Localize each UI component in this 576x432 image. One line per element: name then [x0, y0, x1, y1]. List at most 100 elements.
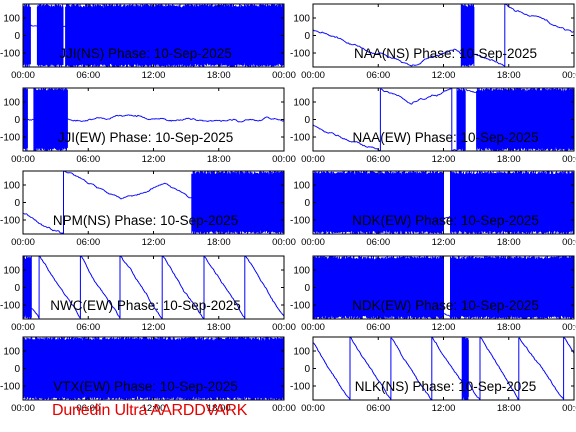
x-tick-label: 06:00 — [366, 237, 390, 248]
x-tick-label: 00:00 — [11, 403, 35, 414]
y-tick-label: 100 — [293, 347, 310, 358]
x-tick-label: 00:00 — [301, 403, 325, 414]
phase-trace — [313, 337, 574, 400]
phase-panel: 100 0 -100 00:00 06:00 12:00 18:00 00:00 NAA(EW)… — [290, 87, 576, 165]
x-tick-label: 00:00 — [272, 322, 296, 333]
x-tick-label: 18:00 — [207, 237, 231, 248]
x-tick-label: 18:00 — [497, 70, 521, 81]
x-tick-label: 12:00 — [142, 70, 166, 81]
y-tick-label: 0 — [14, 115, 20, 126]
y-tick-label: -100 — [0, 49, 20, 60]
x-tick-label: 00:00 — [562, 237, 576, 248]
y-tick-label: 100 — [293, 14, 310, 25]
x-tick-label: 06:00 — [76, 322, 100, 333]
y-tick-label: -100 — [290, 382, 310, 393]
x-tick-label: 00:00 — [11, 70, 35, 81]
y-tick-label: -100 — [0, 301, 20, 312]
x-tick-label: 00:00 — [272, 403, 296, 414]
x-tick-label: 18:00 — [207, 154, 231, 165]
trace-group — [23, 337, 284, 400]
phase-panel: 100 0 -100 00:00 06:00 12:00 18:00 00:00 NWC(EW)… — [0, 255, 296, 333]
panel-title: NPM(NS) Phase: 10-Sep-2025 — [53, 213, 238, 228]
panel-title: JJI(EW) Phase: 10-Sep-2025 — [58, 130, 234, 145]
x-tick-label: 12:00 — [432, 403, 456, 414]
phase-panel: 100 0 -100 00:00 06:00 12:00 18:00 00:00 NPM(NS)… — [0, 170, 296, 248]
x-tick-label: 12:00 — [432, 237, 456, 248]
y-tick-label: 0 — [14, 283, 20, 294]
x-tick-label: 18:00 — [497, 237, 521, 248]
phase-trace — [313, 256, 574, 319]
x-tick-label: 00:00 — [562, 154, 576, 165]
y-tick-label: -100 — [0, 382, 20, 393]
y-tick-label: 100 — [3, 266, 20, 277]
panel-title: NAA(NS) Phase: 10-Sep-2025 — [354, 46, 537, 61]
phase-trace — [23, 337, 284, 400]
y-tick-label: 100 — [293, 266, 310, 277]
y-tick-label: 0 — [304, 364, 310, 375]
panel-title: NDK(EW) Phase: 10-Sep-2025 — [352, 298, 539, 313]
x-tick-label: 00:00 — [562, 70, 576, 81]
x-tick-label: 00:00 — [301, 70, 325, 81]
y-tick-label: 0 — [14, 31, 20, 42]
x-tick-label: 12:00 — [432, 154, 456, 165]
phase-trace — [23, 88, 284, 151]
panel-title: NLK(NS) Phase: 10-Sep-2025 — [355, 379, 537, 394]
x-tick-label: 06:00 — [76, 403, 100, 414]
x-tick-label: 12:00 — [142, 403, 166, 414]
x-tick-label: 18:00 — [207, 403, 231, 414]
x-tick-label: 18:00 — [207, 322, 231, 333]
phase-panel: 100 0 -100 00:00 06:00 12:00 18:00 00:00 NDK(EW)… — [290, 255, 576, 333]
phase-panel: 100 0 -100 00:00 06:00 12:00 18:00 00:00 VTX(EW)… — [0, 336, 296, 414]
y-tick-label: 0 — [14, 198, 20, 209]
y-tick-label: 0 — [304, 31, 310, 42]
x-tick-label: 18:00 — [207, 70, 231, 81]
x-tick-label: 06:00 — [366, 403, 390, 414]
phase-panel: 100 0 -100 00:00 06:00 12:00 18:00 00:00 NDK(EW)… — [290, 170, 576, 248]
x-tick-label: 12:00 — [142, 322, 166, 333]
trace-group — [313, 256, 574, 319]
x-tick-label: 00:00 — [11, 322, 35, 333]
x-tick-label: 00:00 — [272, 70, 296, 81]
x-tick-label: 18:00 — [497, 154, 521, 165]
phase-panel: 100 0 -100 00:00 06:00 12:00 18:00 00:00 JJI(NS)… — [0, 3, 296, 81]
x-tick-label: 00:00 — [301, 154, 325, 165]
y-tick-label: 0 — [304, 198, 310, 209]
panel-title: NWC(EW) Phase: 10-Sep-2025 — [50, 298, 241, 313]
y-tick-label: 100 — [3, 14, 20, 25]
x-tick-label: 06:00 — [366, 70, 390, 81]
x-tick-label: 00:00 — [301, 237, 325, 248]
y-tick-label: 0 — [14, 364, 20, 375]
y-tick-label: -100 — [290, 49, 310, 60]
x-tick-label: 12:00 — [142, 237, 166, 248]
y-tick-label: -100 — [290, 133, 310, 144]
x-tick-label: 00:00 — [301, 322, 325, 333]
x-tick-label: 06:00 — [76, 70, 100, 81]
x-tick-label: 18:00 — [497, 322, 521, 333]
y-tick-label: 100 — [3, 347, 20, 358]
footer-label: Dunedin Ultra AARDDVARK — [52, 402, 248, 419]
trace-group — [313, 337, 574, 400]
x-tick-label: 12:00 — [432, 70, 456, 81]
x-tick-label: 06:00 — [366, 322, 390, 333]
phase-trace — [23, 4, 284, 67]
x-tick-label: 18:00 — [497, 403, 521, 414]
x-tick-label: 12:00 — [142, 154, 166, 165]
y-tick-label: -100 — [0, 133, 20, 144]
y-tick-label: 0 — [304, 283, 310, 294]
y-tick-label: -100 — [290, 216, 310, 227]
x-tick-label: 00:00 — [272, 237, 296, 248]
x-tick-label: 06:00 — [366, 154, 390, 165]
trace-group — [23, 88, 284, 151]
phase-panel: 100 0 -100 00:00 06:00 12:00 18:00 00:00 NLK(NS)… — [290, 336, 576, 414]
y-tick-label: 100 — [293, 181, 310, 192]
x-tick-label: 00:00 — [11, 154, 35, 165]
panel-title: NDK(EW) Phase: 10-Sep-2025 — [352, 213, 539, 228]
panel-title: NAA(EW) Phase: 10-Sep-2025 — [352, 130, 538, 145]
trace-group — [313, 171, 574, 234]
phase-trace — [313, 171, 574, 234]
phase-panel: 100 0 -100 00:00 06:00 12:00 18:00 00:00 JJI(EW)… — [0, 87, 296, 165]
y-tick-label: 100 — [3, 181, 20, 192]
x-tick-label: 06:00 — [76, 237, 100, 248]
y-tick-label: 100 — [293, 98, 310, 109]
